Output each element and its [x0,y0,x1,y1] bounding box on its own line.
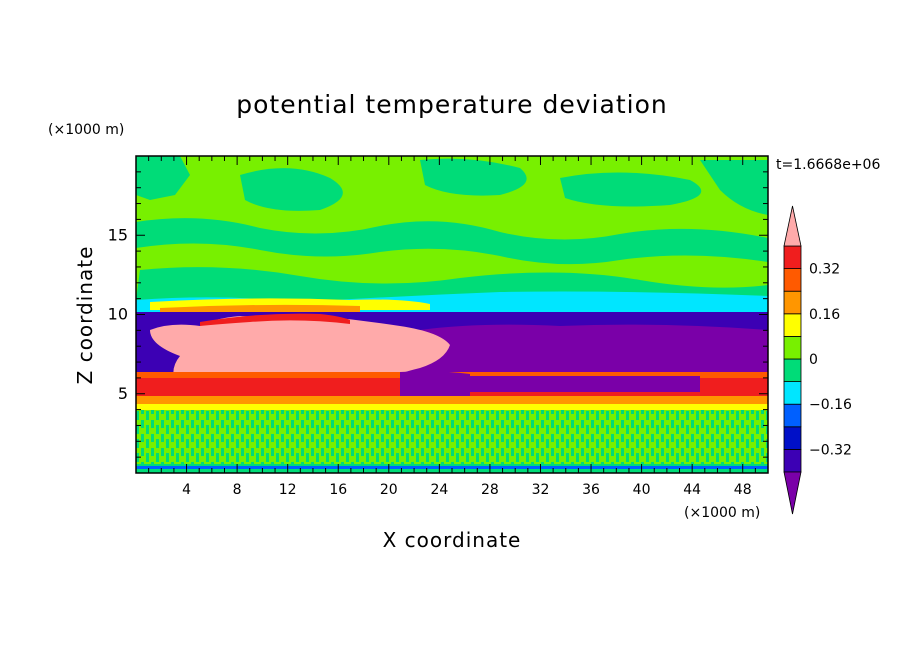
x-tick-label: 4 [182,482,191,498]
z-axis-ticks: 5 10 15 [108,155,768,474]
colorbar-extend-low [783,471,802,515]
x-tick-label: 44 [683,482,701,498]
colorbar-label: 0 [809,352,818,368]
upper-blob [136,218,768,265]
colorbar-bin [783,403,802,428]
warm-fringe [200,313,350,326]
colorbar-bin [783,426,802,450]
upper-blob [240,168,343,211]
upper-blob [560,172,702,207]
z-unit-label: (×1000 m) [48,122,124,138]
colorbar-label: 0.32 [809,262,840,278]
colorbar-bin [783,290,802,315]
warm-layer-gap [470,376,700,392]
x-axis-label: X coordinate [383,528,522,552]
x-tick-label: 40 [633,482,651,498]
x-tick-label: 32 [532,482,550,498]
z-tick-label: 15 [108,225,128,244]
upper-blob [136,267,768,300]
upper-blob [700,160,768,215]
upper-blob [136,156,190,200]
colorbar-bin [783,268,802,292]
colorbar-bin [783,313,802,337]
warm-layer-bottom [136,396,768,404]
x-tick-label: 24 [430,482,448,498]
x-unit-label: (×1000 m) [684,505,760,521]
z-tick-label: 5 [118,384,128,403]
x-tick-label: 28 [481,482,499,498]
surface-strip [136,466,768,469]
plot-area [136,156,768,473]
z-axis-label: Z coordinate [73,246,97,385]
colorbar-label: −0.32 [809,442,852,458]
x-axis-ticks: 4 8 12 16 20 24 28 32 36 40 44 48 [135,156,769,498]
colorbar-bin [783,358,802,383]
colorbar-label: 0.16 [809,307,840,323]
yellow-layer [136,404,768,410]
colorbar-bin [783,245,802,270]
x-tick-label: 48 [734,482,752,498]
x-tick-label: 12 [279,482,297,498]
x-tick-label: 36 [582,482,600,498]
colorbar-label: −0.16 [809,397,852,413]
colorbar: 0.32 0.16 0 −0.16 −0.32 [783,205,852,515]
chart-title: potential temperature deviation [236,90,667,119]
time-label: t=1.6668e+06 [776,157,880,173]
boundary-layer [136,410,768,473]
x-tick-label: 20 [380,482,398,498]
x-tick-label: 8 [233,482,242,498]
warm-anomaly [150,316,450,382]
upper-blob [420,158,527,196]
colorbar-bin [783,448,802,473]
warm-layer-gap [400,371,470,400]
colorbar-bin [783,381,802,405]
x-tick-label: 16 [329,482,347,498]
orange-streak [160,304,360,312]
colorbar-bin [783,335,802,360]
colorbar-extend-high [783,205,802,247]
z-tick-label: 10 [108,305,128,324]
